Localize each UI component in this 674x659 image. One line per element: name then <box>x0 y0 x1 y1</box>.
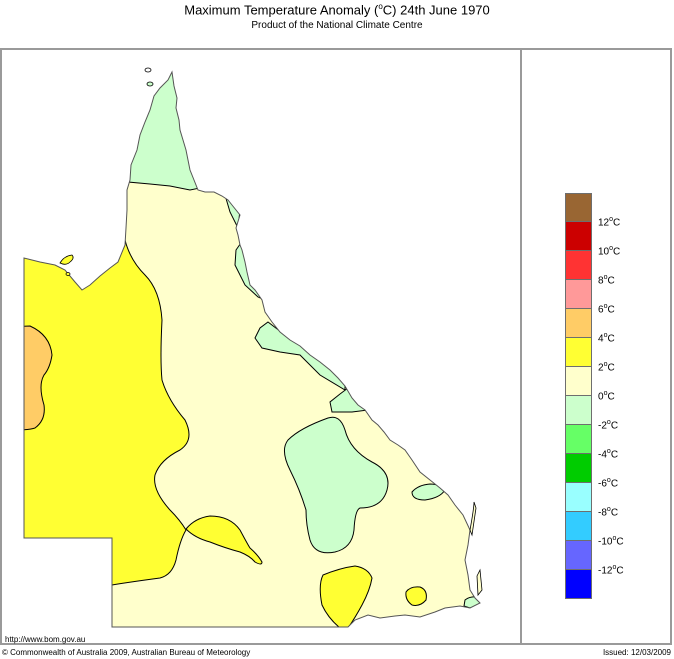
legend-label: 0oC <box>598 390 615 403</box>
legend-label: -10oC <box>598 535 624 548</box>
legend-swatch <box>565 454 592 483</box>
legend-swatch <box>565 367 592 396</box>
legend-label: -12oC <box>598 564 624 577</box>
map-title: Maximum Temperature Anomaly (oC) 24th Ju… <box>0 2 674 17</box>
bom-website-link[interactable]: http://www.bom.gov.au <box>5 635 86 644</box>
south-central-warm-region <box>319 565 373 627</box>
island-fraser <box>469 501 477 537</box>
legend-label: 4oC <box>598 332 615 345</box>
legend-swatch <box>565 425 592 454</box>
island <box>65 272 71 276</box>
title-prefix: Maximum Temperature Anomaly ( <box>184 2 379 18</box>
southwest-lobe-region <box>185 515 263 565</box>
legend-swatch <box>565 338 592 367</box>
legend-label: -6oC <box>598 477 619 490</box>
island <box>146 81 154 87</box>
legend-swatch <box>565 570 592 599</box>
island-mornington <box>59 254 74 265</box>
legend-label: -8oC <box>598 506 619 519</box>
legend-label: 8oC <box>598 274 615 287</box>
cape-york-region <box>119 72 231 191</box>
south-small-warm-region <box>405 586 427 606</box>
legend-label: 2oC <box>598 361 615 374</box>
issued-date: Issued: 12/03/2009 <box>602 648 671 657</box>
west-warm-region <box>24 239 190 586</box>
legend-divider <box>520 48 522 645</box>
legend-swatch <box>565 193 592 222</box>
legend-label: 10oC <box>598 245 621 258</box>
legend-swatch <box>565 483 592 512</box>
color-legend: 12oC 10oC 8oC 6oC 4oC 2oC 0oC -2oC -4oC … <box>565 193 624 599</box>
legend-label: -4oC <box>598 448 619 461</box>
title-suffix: C) 24th June 1970 <box>382 2 490 18</box>
island <box>144 67 152 73</box>
degree-symbol: o <box>378 2 383 11</box>
copyright-notice: © Commonwealth of Australia 2009, Austra… <box>2 648 251 657</box>
legend-label: -2oC <box>598 419 619 432</box>
southeast-corner-region <box>463 596 480 609</box>
far-west-hot-region <box>24 325 53 431</box>
map-frame <box>0 48 672 645</box>
legend-swatch <box>565 251 592 280</box>
central-highlands-region <box>284 416 389 554</box>
legend-swatch <box>565 222 592 251</box>
island-moreton <box>476 568 483 597</box>
legend-swatch <box>565 512 592 541</box>
map-subtitle: Product of the National Climate Centre <box>251 20 423 31</box>
legend-swatch <box>565 396 592 425</box>
legend-label: 6oC <box>598 303 615 316</box>
legend-swatch <box>565 541 592 570</box>
legend-swatch <box>565 309 592 338</box>
legend-swatch <box>565 280 592 309</box>
legend-label: 12oC <box>598 216 621 229</box>
